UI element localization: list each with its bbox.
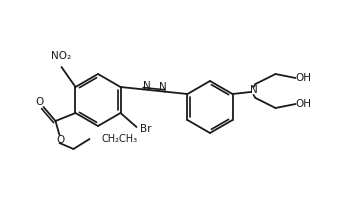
Text: OH: OH [296, 99, 311, 109]
Text: Br: Br [140, 124, 151, 134]
Text: O: O [35, 97, 43, 107]
Text: O: O [56, 135, 65, 145]
Text: N: N [159, 82, 167, 92]
Text: OH: OH [296, 73, 311, 83]
Text: CH₂CH₃: CH₂CH₃ [101, 134, 137, 144]
Text: NO₂: NO₂ [52, 51, 71, 61]
Text: N: N [143, 81, 151, 91]
Text: N: N [250, 85, 257, 95]
